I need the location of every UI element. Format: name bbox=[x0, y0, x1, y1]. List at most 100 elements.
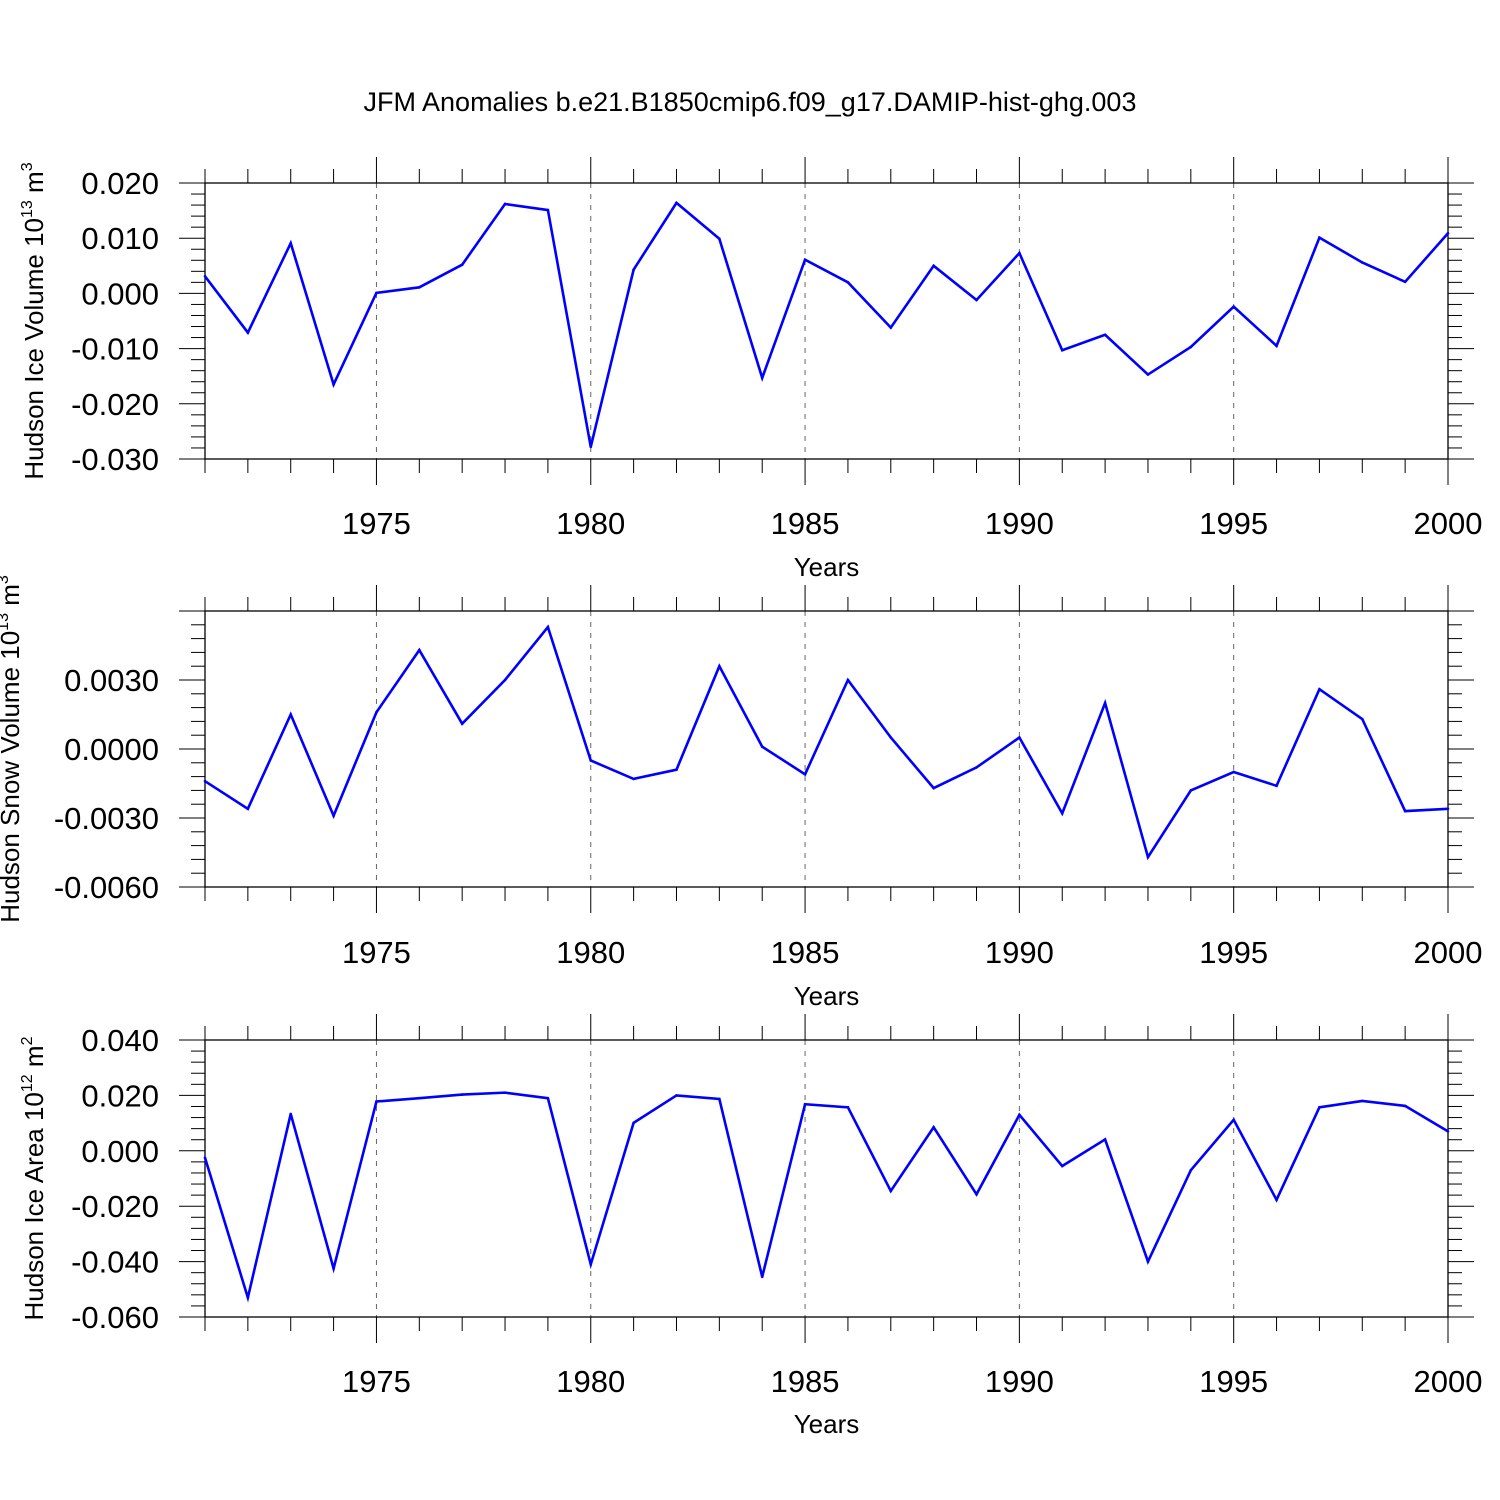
data-point bbox=[289, 713, 293, 716]
data-point bbox=[1018, 251, 1021, 255]
data-point bbox=[1060, 348, 1064, 352]
chart-panel-1: -0.030 -0.020 -0.010 0.000 0.010 0.020 1975 198… bbox=[19, 157, 1482, 582]
data-point bbox=[503, 202, 507, 206]
data-point bbox=[1403, 280, 1407, 284]
y-axis-label-base: Hudson Ice Volume 10 bbox=[19, 218, 49, 480]
y-tick-label: -0.010 bbox=[71, 332, 159, 367]
y-tick-label: -0.040 bbox=[71, 1245, 159, 1280]
x-tick-label: 1995 bbox=[1199, 506, 1268, 541]
data-point bbox=[589, 759, 593, 762]
data-point bbox=[975, 1192, 978, 1196]
y-tick-label: 0.000 bbox=[81, 276, 159, 311]
plot-frame bbox=[204, 182, 1449, 460]
data-point bbox=[203, 274, 207, 278]
y-tick-label: 0.0000 bbox=[64, 732, 159, 767]
data-point bbox=[1403, 809, 1407, 813]
x-tick-label: 1975 bbox=[342, 1364, 411, 1399]
data-point bbox=[1103, 701, 1107, 705]
data-point bbox=[803, 773, 807, 776]
data-point bbox=[1060, 812, 1064, 815]
data-point bbox=[846, 678, 850, 682]
data-point bbox=[932, 264, 935, 268]
y-axis-label-base: Hudson Snow Volume 10 bbox=[0, 631, 25, 923]
y-tick-label: 0.020 bbox=[81, 166, 159, 201]
data-point bbox=[460, 263, 464, 266]
data-point bbox=[418, 1096, 421, 1100]
data-point bbox=[632, 268, 635, 271]
data-series-line bbox=[203, 1091, 1449, 1303]
data-point bbox=[546, 625, 550, 629]
data-point bbox=[1275, 784, 1278, 788]
x-tick-label: 1980 bbox=[556, 935, 625, 970]
y-tick-label: 0.040 bbox=[81, 1023, 159, 1058]
data-point bbox=[1446, 807, 1450, 811]
y-axis-label-base: Hudson Ice Area 10 bbox=[19, 1092, 49, 1320]
x-tick-label: 1975 bbox=[342, 935, 411, 970]
x-tick-label: 1985 bbox=[771, 935, 840, 970]
data-point bbox=[632, 1121, 635, 1125]
data-point bbox=[1232, 305, 1235, 308]
data-point bbox=[889, 736, 893, 739]
data-point bbox=[503, 1091, 507, 1094]
data-point bbox=[332, 814, 335, 817]
data-point bbox=[246, 331, 250, 334]
data-point bbox=[1103, 333, 1107, 337]
data-point bbox=[889, 326, 893, 329]
data-point bbox=[975, 298, 978, 302]
data-point bbox=[1018, 736, 1021, 739]
plot-frame bbox=[204, 1039, 1449, 1318]
data-point bbox=[589, 1263, 593, 1266]
data-point bbox=[418, 286, 421, 289]
x-tick-label: 2000 bbox=[1414, 935, 1483, 970]
y-axis-label: Hudson Snow Volume 1013 m3 bbox=[0, 575, 25, 923]
panels: -0.030 -0.020 -0.010 0.000 0.010 0.020 1975 198… bbox=[0, 157, 1482, 1439]
data-point bbox=[289, 241, 293, 245]
data-point bbox=[1018, 1113, 1021, 1117]
data-point bbox=[760, 376, 764, 380]
data-point bbox=[460, 1093, 464, 1096]
y-axis-label-unit: m bbox=[0, 584, 25, 613]
chart-title: JFM Anomalies b.e21.B1850cmip6.f09_g17.D… bbox=[364, 87, 1137, 117]
data-point bbox=[1446, 231, 1450, 235]
y-axis-label-unit: m bbox=[19, 171, 49, 200]
data-point bbox=[675, 1094, 678, 1097]
data-point bbox=[1275, 344, 1278, 348]
x-tick-label: 1990 bbox=[985, 506, 1054, 541]
data-point bbox=[1189, 789, 1193, 792]
y-tick-label: -0.060 bbox=[71, 1300, 159, 1335]
data-point bbox=[1275, 1198, 1278, 1202]
data-point bbox=[1103, 1138, 1107, 1141]
data-point bbox=[846, 1106, 850, 1109]
data-point bbox=[332, 383, 335, 386]
y-axis-label-exp: 12 bbox=[19, 1074, 36, 1092]
y-axis-label-unit-exp: 3 bbox=[0, 575, 12, 584]
y-axis-label-unit-exp: 2 bbox=[19, 1036, 36, 1045]
data-point bbox=[1146, 373, 1150, 376]
data-point bbox=[1360, 717, 1364, 721]
data-point bbox=[246, 807, 250, 811]
y-axis-label-exp: 13 bbox=[0, 613, 12, 631]
data-point bbox=[1360, 261, 1364, 264]
data-point bbox=[632, 777, 635, 781]
x-tick-label: 1990 bbox=[985, 935, 1054, 970]
data-point bbox=[718, 1097, 721, 1101]
chart-panel-3: -0.060 -0.040 -0.020 0.000 0.020 0.040 1975 198… bbox=[19, 1014, 1482, 1439]
data-point bbox=[760, 1275, 764, 1279]
x-tick-label: 1980 bbox=[556, 506, 625, 541]
data-point bbox=[546, 208, 550, 212]
y-tick-label: 0.010 bbox=[81, 221, 159, 256]
x-tick-label: 1990 bbox=[985, 1364, 1054, 1399]
data-point bbox=[375, 1100, 378, 1103]
data-point bbox=[718, 237, 721, 241]
data-point bbox=[932, 786, 935, 790]
chart-panel-2: -0.0060 -0.0030 0.0000 0.0030 1975 1980 1985 19… bbox=[0, 575, 1482, 1011]
data-point bbox=[889, 1189, 893, 1193]
x-axis-label: Years bbox=[794, 1409, 860, 1439]
data-point bbox=[1360, 1099, 1364, 1103]
data-point bbox=[332, 1267, 335, 1270]
data-point bbox=[503, 678, 507, 682]
data-point bbox=[589, 445, 593, 449]
data-point bbox=[1318, 1106, 1321, 1109]
y-tick-label: -0.020 bbox=[71, 387, 159, 422]
